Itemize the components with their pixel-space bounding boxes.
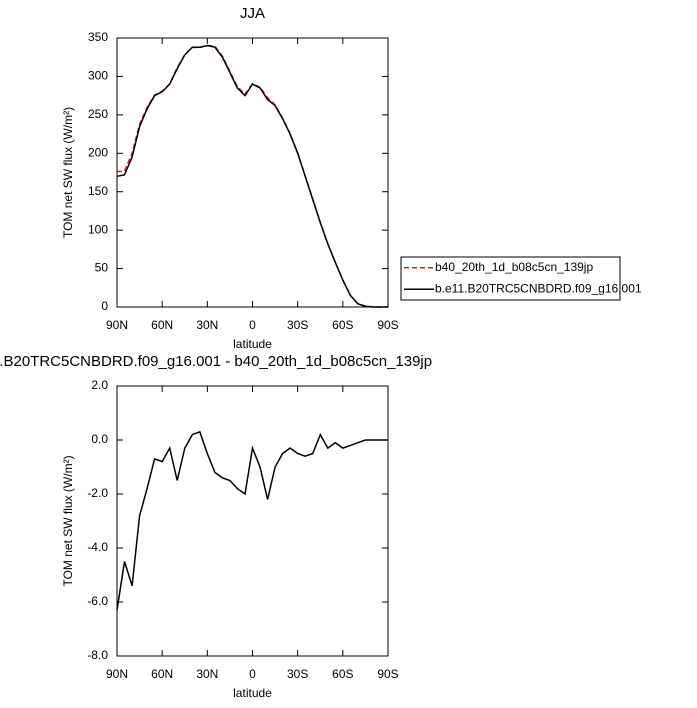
y-tick-label: 150 <box>88 184 108 198</box>
data-line <box>116 430 388 611</box>
data-line <box>116 44 388 308</box>
y-tick-label: -4.0 <box>87 540 108 554</box>
y-tick-label: -8.0 <box>87 648 108 662</box>
y-axis-label: TOM net SW flux (W/m²) <box>61 107 75 238</box>
y-tick-label: 0.0 <box>91 432 108 446</box>
chart-title: b.e11.B20TRC5CNBDRD.f09_g16.001 - b40_20… <box>0 353 432 370</box>
y-tick-label: 0 <box>101 299 108 313</box>
x-tick-label: 60S <box>332 318 353 332</box>
x-tick-label: 90S <box>377 667 398 681</box>
x-tick-label: 60N <box>151 318 173 332</box>
y-axis-label: TOM net SW flux (W/m²) <box>61 455 75 586</box>
legend-label: b40_20th_1d_b08c5cn_139jp <box>435 260 593 274</box>
y-tick-label: 200 <box>88 145 108 159</box>
x-tick-label: 60S <box>332 667 353 681</box>
x-tick-label: 30S <box>287 667 308 681</box>
y-tick-label: 300 <box>88 69 108 83</box>
y-tick-label: 350 <box>88 30 108 44</box>
x-tick-label: 30N <box>196 318 218 332</box>
legend-box <box>400 256 621 301</box>
x-tick-label: 30S <box>287 318 308 332</box>
plot-frame <box>116 385 389 657</box>
x-tick-label: 90N <box>106 667 128 681</box>
x-tick-label: 0 <box>249 667 256 681</box>
y-tick-label: 250 <box>88 107 108 121</box>
x-tick-label: 0 <box>249 318 256 332</box>
y-tick-label: 100 <box>88 222 108 236</box>
x-axis-label: latitude <box>233 686 272 700</box>
chart-title: JJA <box>240 5 265 22</box>
y-tick-label: 2.0 <box>91 378 108 392</box>
x-tick-label: 60N <box>151 667 173 681</box>
y-tick-label: -6.0 <box>87 594 108 608</box>
x-axis-label: latitude <box>233 337 272 351</box>
x-tick-label: 30N <box>196 667 218 681</box>
x-tick-label: 90N <box>106 318 128 332</box>
y-tick-label: -2.0 <box>87 486 108 500</box>
legend-label: b.e11.B20TRC5CNBDRD.f09_g16.001 <box>435 281 642 295</box>
plot-frame <box>116 37 389 308</box>
x-tick-label: 90S <box>377 318 398 332</box>
y-tick-label: 50 <box>95 261 109 275</box>
